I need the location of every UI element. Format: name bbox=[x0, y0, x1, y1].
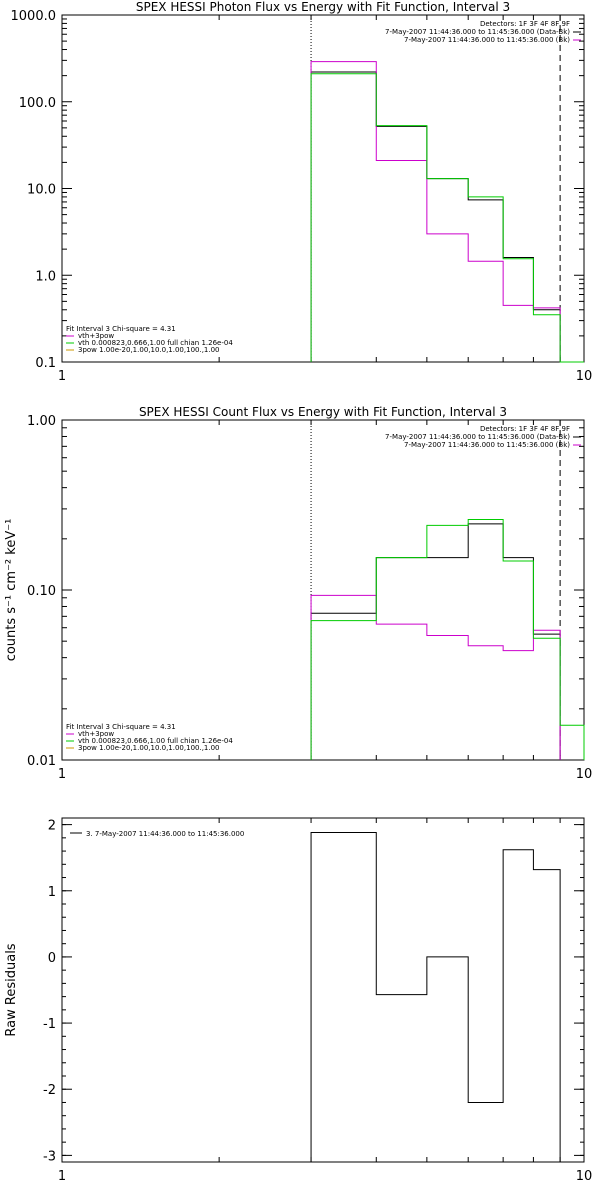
y-tick-label: 2 bbox=[48, 819, 56, 834]
y-tick-label: -2 bbox=[43, 1083, 56, 1098]
series-line-1 bbox=[310, 71, 561, 362]
x-tick-label: 1 bbox=[58, 767, 66, 782]
y-tick-label: -3 bbox=[43, 1149, 56, 1164]
info-line: Detectors: 1F 3F 4F 8F 9F bbox=[480, 425, 570, 433]
info-line: 7-May-2007 11:44:36.000 to 11:45:36.000 … bbox=[404, 441, 570, 449]
plot-frame bbox=[61, 419, 585, 761]
y-tick-label: 1 bbox=[48, 885, 56, 900]
info-line: 7-May-2007 11:44:36.000 to 11:45:36.000 … bbox=[385, 28, 570, 36]
y-tick-label: 1.0 bbox=[35, 269, 56, 284]
info-line: 7-May-2007 11:44:36.000 to 11:45:36.000 … bbox=[385, 433, 570, 441]
x-tick-label: 1 bbox=[58, 1169, 66, 1184]
residual-legend-label: 3. 7-May-2007 11:44:36.000 to 11:45:36.0… bbox=[86, 830, 244, 838]
fit-summary-text: Fit Interval 3 Chi-square = 4.31 bbox=[66, 325, 176, 333]
x-tick-label: 10 bbox=[576, 369, 593, 384]
y-tick-label: -1 bbox=[43, 1017, 56, 1032]
fit-legend-label: vth+3pow bbox=[78, 332, 114, 340]
plot-frame bbox=[61, 14, 585, 363]
series-line-3 bbox=[310, 518, 585, 760]
fit-legend-label: 3pow 1.00e-20,1.00,10.0,1.00,100.,1.00 bbox=[78, 346, 220, 354]
info-line: 7-May-2007 11:44:36.000 to 11:45:36.000 … bbox=[404, 36, 570, 44]
y-tick-label: 0.01 bbox=[27, 754, 56, 769]
x-tick-label: 10 bbox=[576, 1169, 593, 1184]
fit-legend-label: vth 0.000823,0.666,1.00 full chian 1.26e… bbox=[78, 737, 233, 745]
series-line-1 bbox=[310, 523, 561, 760]
y-axis-label: Raw Residuals bbox=[4, 943, 19, 1036]
chart-panel-1: SPEX HESSI Photon Flux vs Energy with Fi… bbox=[11, 0, 593, 384]
fit-legend-label: vth 0.000823,0.666,1.00 full chian 1.26e… bbox=[78, 339, 233, 347]
y-axis-label: counts s⁻¹ cm⁻² keV⁻¹ bbox=[4, 519, 19, 662]
y-tick-label: 0 bbox=[48, 951, 56, 966]
x-tick-label: 10 bbox=[576, 767, 593, 782]
y-tick-label: 0.1 bbox=[35, 356, 56, 371]
series-line-1 bbox=[310, 832, 561, 1162]
y-tick-label: 1000.0 bbox=[11, 9, 57, 24]
chart-title: SPEX HESSI Count Flux vs Energy with Fit… bbox=[139, 405, 507, 419]
y-tick-label: 0.10 bbox=[27, 584, 56, 599]
y-tick-label: 1.00 bbox=[27, 414, 56, 429]
fit-summary-text: Fit Interval 3 Chi-square = 4.31 bbox=[66, 723, 176, 731]
chart-panel-2: SPEX HESSI Count Flux vs Energy with Fit… bbox=[4, 405, 592, 782]
info-line: Detectors: 1F 3F 4F 8F 9F bbox=[480, 20, 570, 28]
y-tick-label: 100.0 bbox=[19, 96, 56, 111]
y-tick-label: 10.0 bbox=[27, 183, 56, 198]
chart-title: SPEX HESSI Photon Flux vs Energy with Fi… bbox=[136, 0, 510, 14]
series-line-2 bbox=[310, 594, 561, 760]
series-line-3 bbox=[310, 73, 584, 363]
fit-legend-label: vth+3pow bbox=[78, 730, 114, 738]
plot-frame bbox=[61, 817, 585, 1163]
series-line-2 bbox=[310, 61, 561, 362]
x-tick-label: 1 bbox=[58, 369, 66, 384]
fit-legend-label: 3pow 1.00e-20,1.00,10.0,1.00,100.,1.00 bbox=[78, 744, 220, 752]
